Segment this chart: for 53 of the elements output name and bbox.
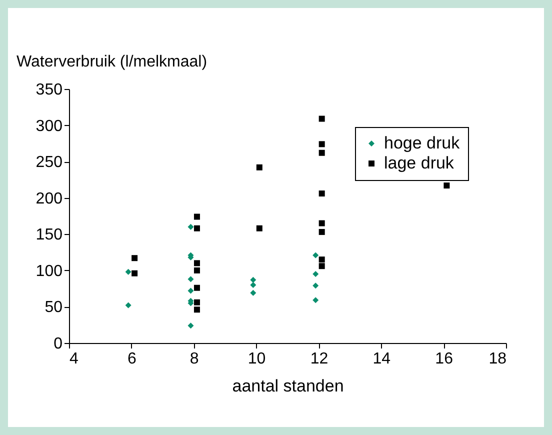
point	[194, 267, 200, 274]
x-tick-label: 10	[248, 350, 266, 368]
y-tick-label: 250	[36, 154, 63, 172]
x-tick-label: 12	[310, 350, 328, 368]
point	[318, 228, 325, 235]
x-tick-label: 14	[372, 350, 391, 368]
point	[132, 255, 138, 262]
point	[194, 214, 200, 220]
point	[125, 268, 132, 275]
point	[250, 276, 256, 283]
point	[125, 302, 132, 308]
y-tick-label: 150	[36, 226, 63, 244]
point	[194, 284, 200, 291]
point	[318, 190, 325, 197]
y-tick-label: 300	[36, 118, 63, 135]
point	[312, 282, 319, 289]
y-tick-label: 0	[54, 336, 63, 352]
point	[194, 260, 200, 266]
point	[188, 322, 194, 329]
x-axis-title: aantal standen	[232, 376, 344, 396]
point	[318, 116, 325, 122]
legend-label: lage druk	[384, 154, 454, 172]
point	[188, 276, 194, 282]
legend-label: hoge druk	[384, 134, 460, 152]
x-tick-label: 16	[435, 350, 454, 368]
point	[250, 282, 256, 288]
point	[318, 141, 325, 148]
point	[194, 306, 200, 313]
point	[312, 252, 319, 258]
y-tick-label: 50	[44, 299, 63, 316]
y-tick-label: 200	[36, 190, 63, 208]
x-tick-label: 4	[70, 350, 78, 368]
point	[318, 263, 325, 270]
point	[132, 270, 138, 276]
point	[318, 220, 325, 226]
x-tick-label: 8	[190, 350, 199, 368]
point	[256, 164, 262, 170]
x-tick-label: 18	[488, 350, 507, 368]
point	[188, 224, 194, 230]
point	[194, 299, 200, 306]
point	[194, 225, 200, 232]
point	[312, 297, 319, 304]
point	[444, 182, 450, 189]
point	[188, 288, 194, 294]
y-tick-label: 100	[36, 262, 63, 280]
y-axis-title: Waterverbruik (l/melkmaal)	[16, 54, 208, 70]
y-tick-label: 350	[36, 82, 63, 98]
x-tick-label: 6	[127, 350, 136, 368]
point	[318, 150, 325, 156]
point	[250, 290, 256, 296]
point	[312, 271, 319, 278]
point	[256, 225, 262, 232]
point	[318, 256, 325, 263]
